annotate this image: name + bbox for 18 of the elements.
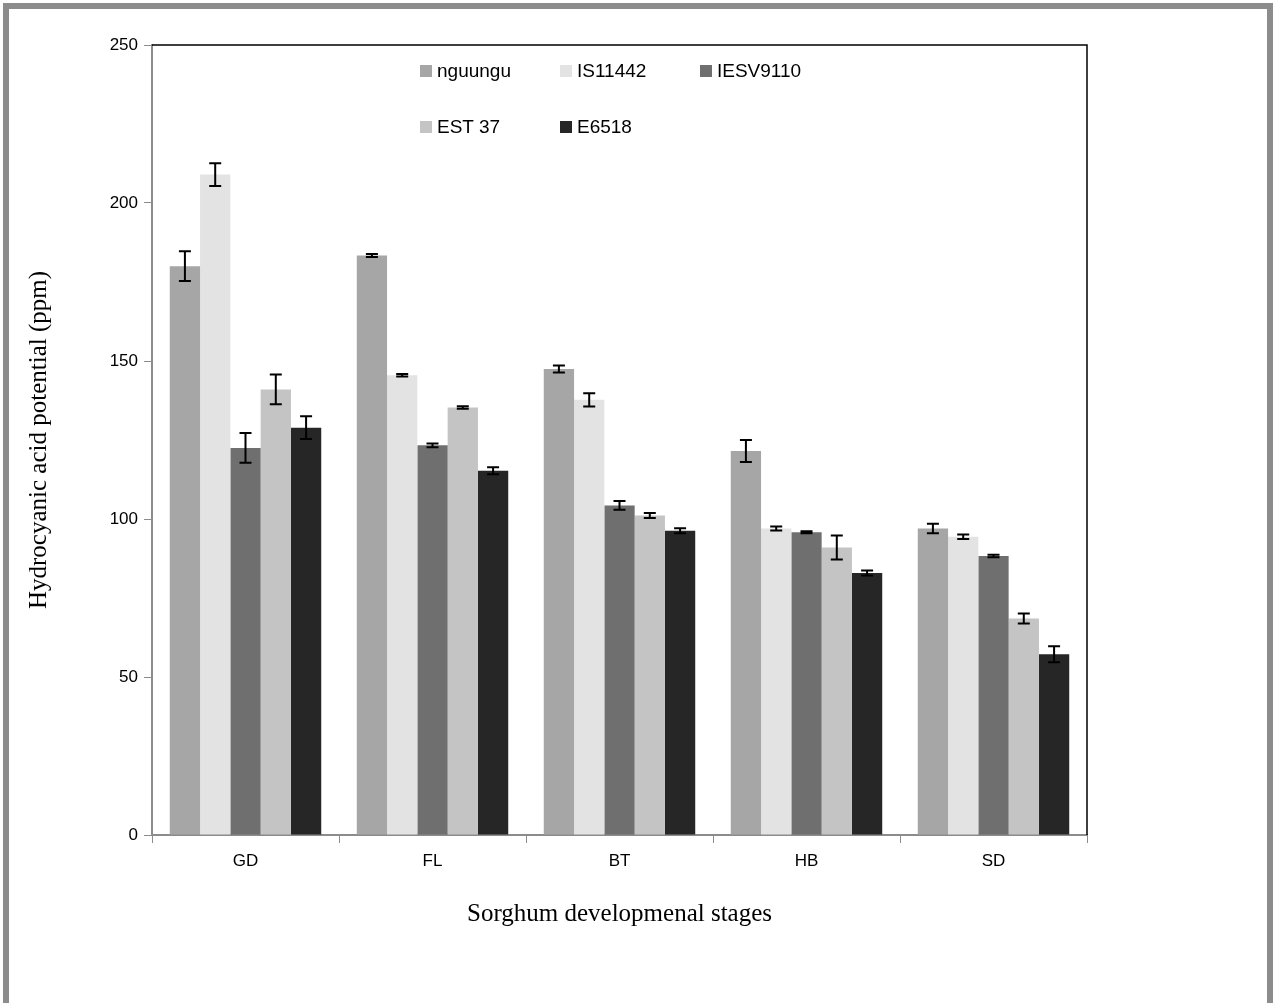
legend-label: IESV9110 <box>717 60 802 82</box>
x-tick-label: FL <box>422 850 443 870</box>
y-tick-label: 250 <box>109 34 138 54</box>
x-tick-label: HB <box>794 850 819 870</box>
legend-label: EST 37 <box>437 116 501 138</box>
x-tick-label: GD <box>232 850 259 870</box>
y-tick-label: 0 <box>128 824 138 844</box>
legend-label: nguungu <box>437 60 511 82</box>
y-tick-label: 100 <box>109 508 138 528</box>
y-tick-label: 50 <box>119 666 138 686</box>
legend-label: IS11442 <box>577 60 647 82</box>
x-tick-label: BT <box>608 850 631 870</box>
y-axis-title: Hydrocyanic acid potential (ppm) <box>23 270 52 610</box>
x-tick-label: SD <box>981 850 1006 870</box>
legend-label: E6518 <box>577 116 632 138</box>
y-tick-label: 200 <box>109 192 138 212</box>
x-axis-title: Sorghum developmenal stages <box>466 898 773 926</box>
y-tick-label: 150 <box>109 350 138 370</box>
